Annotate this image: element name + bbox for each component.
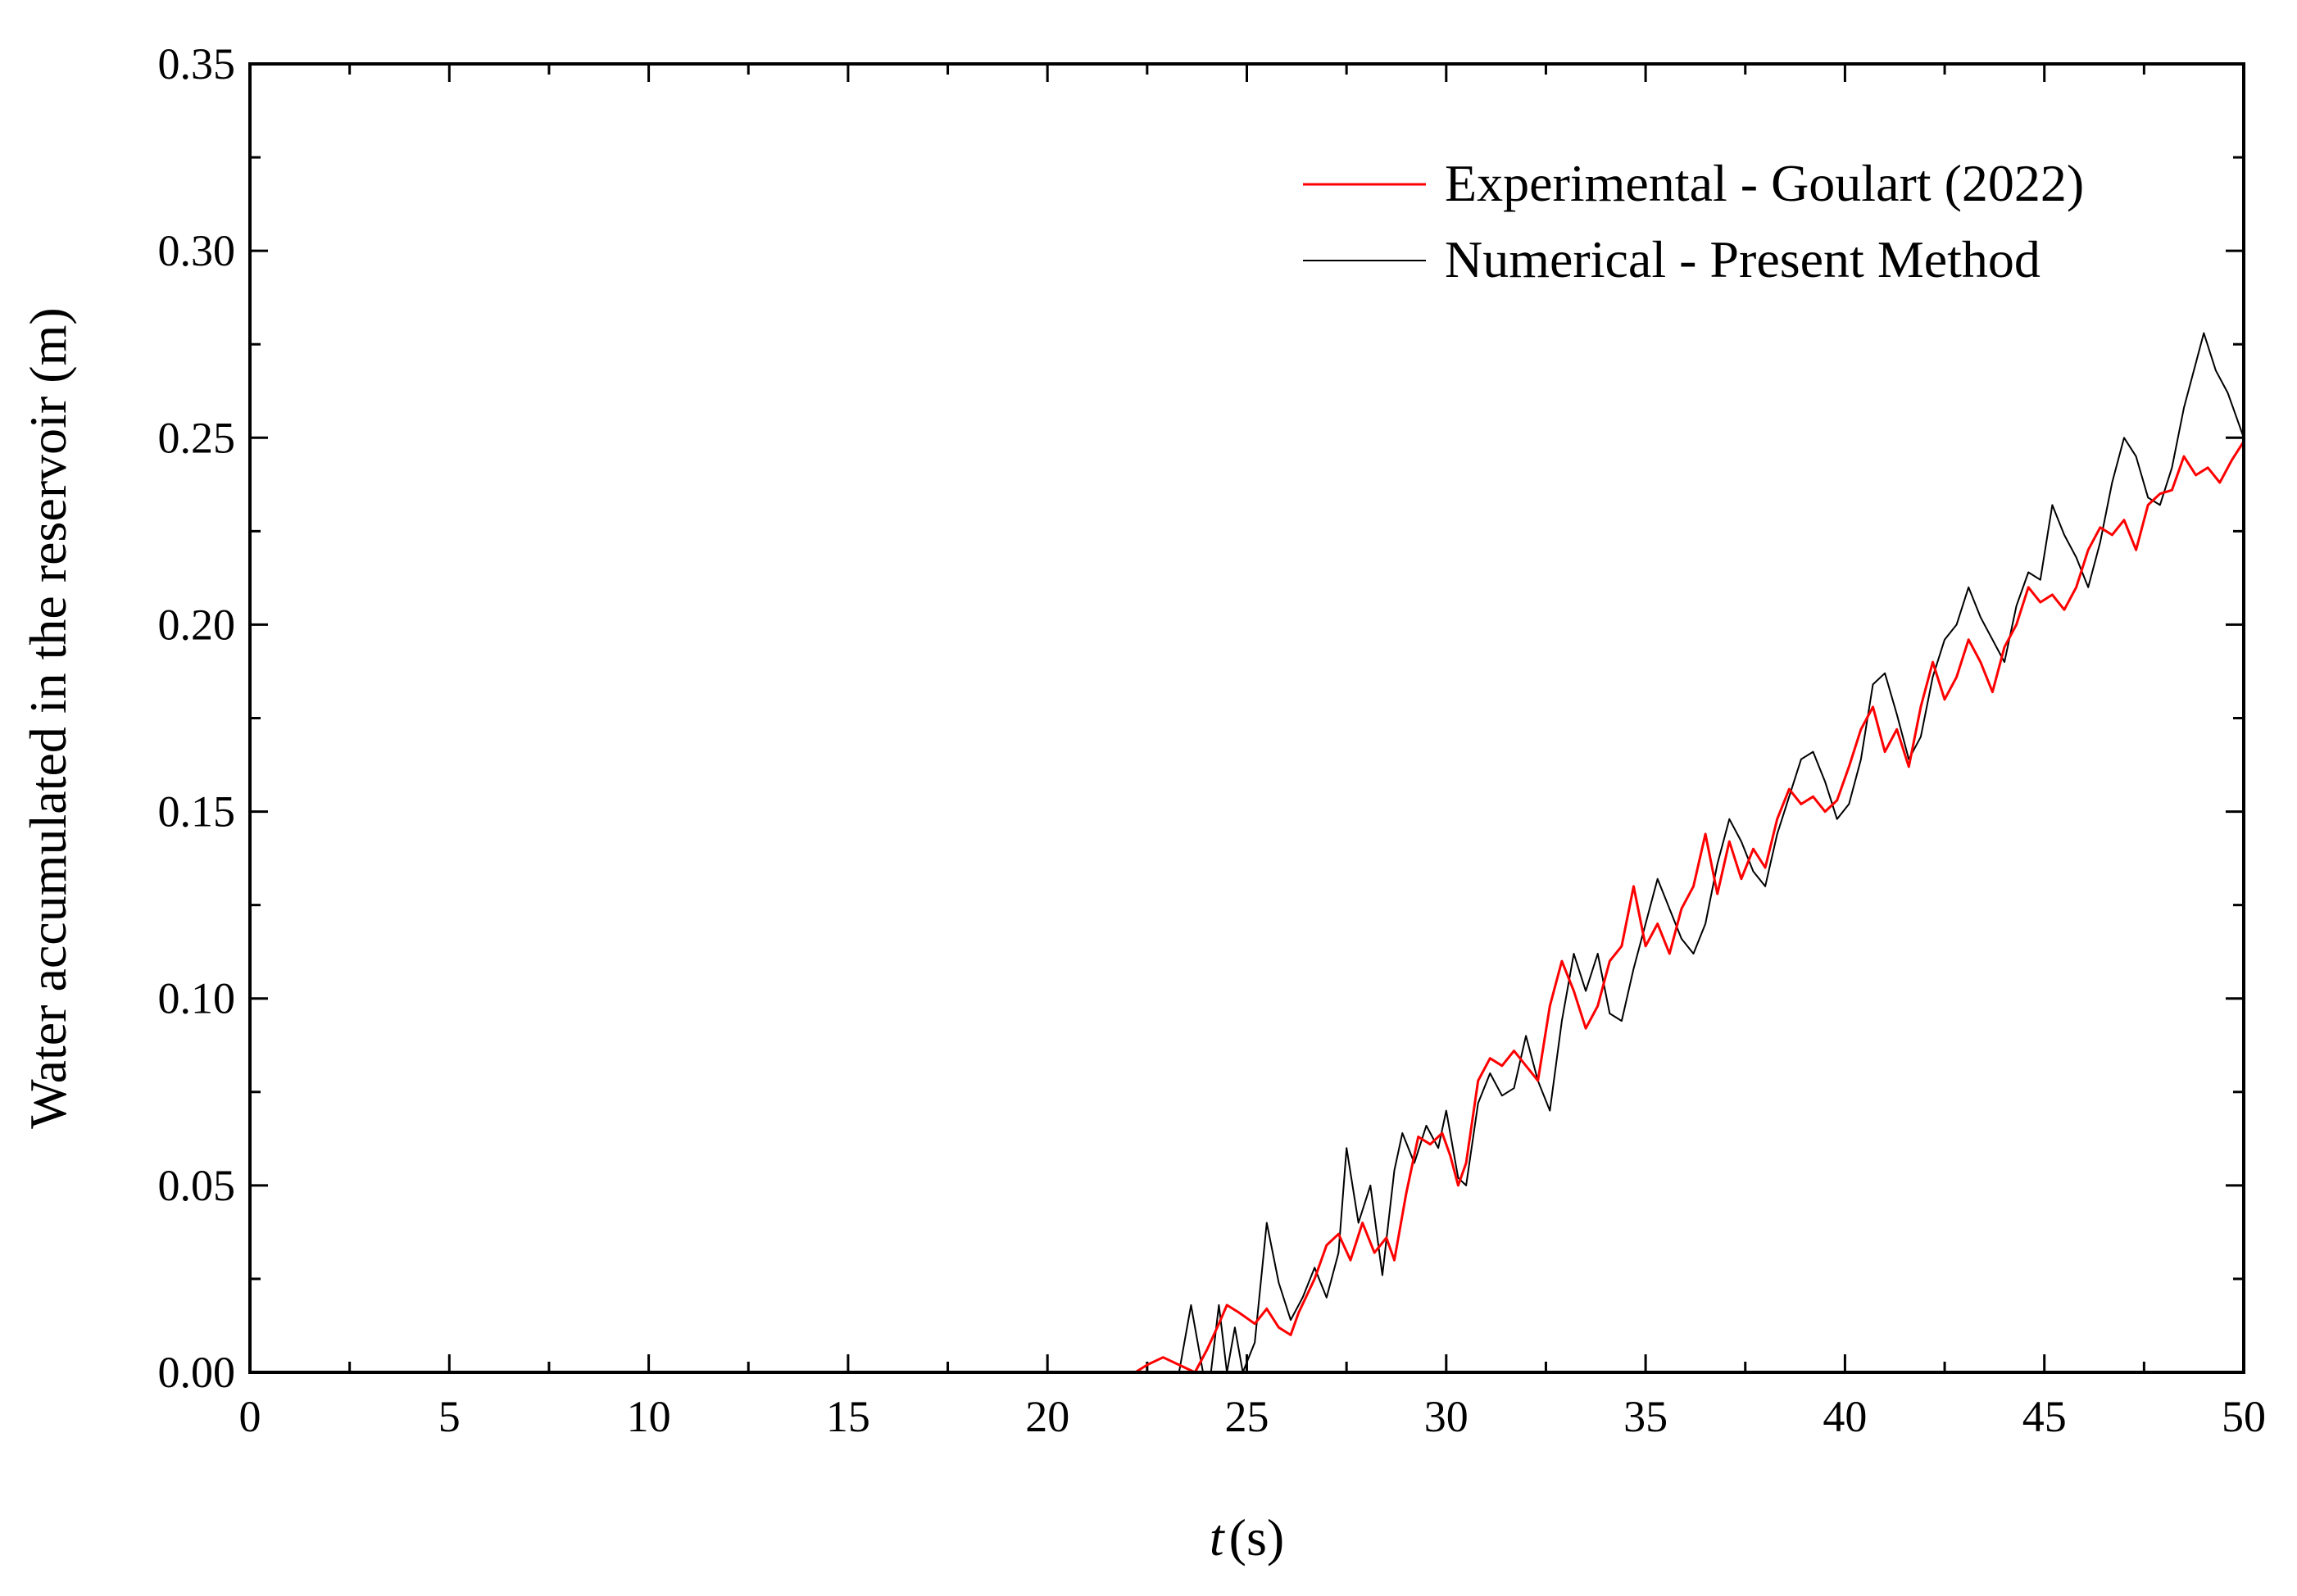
- x-axis-variable: t: [1210, 1508, 1226, 1567]
- series-experimental-line: [250, 440, 2245, 1374]
- y-tick-label: 0.10: [158, 974, 236, 1023]
- y-tick-label: 0.05: [158, 1161, 236, 1210]
- legend: Experimental - Goulart (2022) Numerical …: [1303, 154, 2084, 288]
- x-tick-label: 25: [1225, 1392, 1269, 1441]
- x-tick-label: 40: [1823, 1392, 1867, 1441]
- y-axis-title: Water accumulated in the reservoir (m): [19, 307, 77, 1128]
- series-lines: [250, 332, 2245, 1374]
- y-tick-label: 0.00: [158, 1348, 236, 1397]
- y-tick-label: 0.15: [158, 787, 236, 837]
- legend-label-experimental: Experimental - Goulart (2022): [1445, 154, 2084, 212]
- x-tick-label: 30: [1424, 1392, 1469, 1441]
- x-tick-label: 20: [1025, 1392, 1069, 1441]
- x-tick-label: 35: [1623, 1392, 1668, 1441]
- plot-frame: [248, 62, 2245, 1374]
- x-axis-unit: (s): [1229, 1508, 1285, 1567]
- x-tick-label: 50: [2222, 1392, 2266, 1441]
- y-tick-label: 0.35: [158, 39, 236, 88]
- y-tick-label: 0.25: [158, 413, 236, 462]
- x-tick-label: 0: [239, 1392, 261, 1441]
- x-tick-labels: 0 5 10 15 20 25 30 35 40 45 50: [239, 1392, 2267, 1441]
- x-tick-label: 5: [438, 1392, 461, 1441]
- y-tick-labels: 0.00 0.05 0.10 0.15 0.20 0.25 0.30 0.35: [158, 39, 236, 1397]
- x-tick-label: 15: [826, 1392, 870, 1441]
- x-axis-title: t(s): [1210, 1508, 1284, 1567]
- y-tick-label: 0.30: [158, 226, 236, 275]
- y-tick-label: 0.20: [158, 600, 236, 649]
- x-tick-label: 45: [2022, 1392, 2067, 1441]
- x-tick-label: 10: [627, 1392, 671, 1441]
- series-numerical-line: [250, 332, 2245, 1373]
- legend-label-numerical: Numerical - Present Method: [1445, 230, 2041, 288]
- axis-ticks: [248, 62, 2245, 1374]
